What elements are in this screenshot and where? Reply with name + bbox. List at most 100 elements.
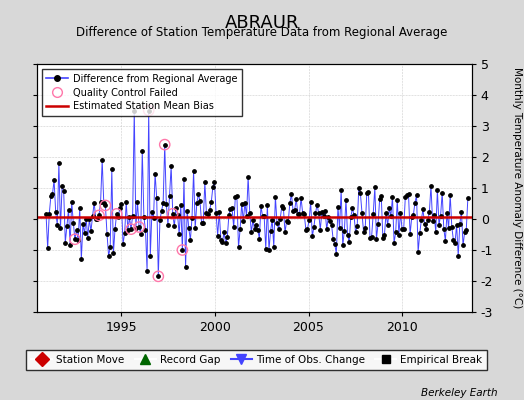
Point <box>156 217 164 223</box>
Point <box>93 216 102 222</box>
Point <box>443 210 451 216</box>
Point <box>372 236 380 242</box>
Point <box>464 195 472 202</box>
Point <box>292 196 300 202</box>
Point <box>302 227 310 233</box>
Point <box>324 214 333 220</box>
Point <box>241 200 249 206</box>
Point <box>359 229 368 236</box>
Point <box>257 202 265 209</box>
Point <box>151 171 159 177</box>
Point <box>261 246 270 252</box>
Point <box>260 213 268 220</box>
Point <box>220 229 228 236</box>
Point <box>247 229 256 235</box>
Point <box>395 232 403 238</box>
Point <box>239 218 247 224</box>
Point <box>117 200 126 207</box>
Point <box>53 222 61 228</box>
Point <box>319 212 328 219</box>
Point <box>75 205 84 212</box>
Point <box>177 202 185 208</box>
Point <box>230 224 238 231</box>
Point <box>205 206 214 213</box>
Point <box>454 253 462 259</box>
Point <box>405 191 413 198</box>
Point <box>430 212 439 218</box>
Point <box>154 273 162 280</box>
Point <box>311 210 320 216</box>
Point <box>148 209 156 216</box>
Point <box>429 218 437 225</box>
Point <box>412 192 421 198</box>
Point <box>435 222 443 228</box>
Point <box>83 234 92 241</box>
Point <box>310 224 318 230</box>
Point <box>184 225 193 232</box>
Point <box>196 198 204 205</box>
Point <box>89 213 97 219</box>
Point <box>367 233 376 240</box>
Point <box>207 199 215 206</box>
Point <box>169 210 177 217</box>
Point <box>186 237 194 243</box>
Point <box>249 217 257 224</box>
Point <box>228 205 236 212</box>
Point <box>382 210 390 216</box>
Point <box>250 226 259 232</box>
Point <box>159 200 167 207</box>
Point <box>384 222 392 228</box>
Point <box>61 239 70 246</box>
Point <box>146 253 155 259</box>
Point <box>82 216 90 222</box>
Point <box>401 194 409 200</box>
Point <box>43 245 52 252</box>
Point <box>72 227 81 233</box>
Point <box>396 210 405 216</box>
Point <box>79 221 87 227</box>
Point <box>329 236 337 242</box>
Point <box>361 225 369 232</box>
Point <box>314 210 323 217</box>
Point <box>461 229 469 236</box>
Point <box>47 193 55 200</box>
Point <box>51 208 60 215</box>
Point <box>295 211 303 218</box>
Point <box>339 242 347 249</box>
Point <box>289 207 297 214</box>
Point <box>212 210 220 216</box>
Point <box>409 212 418 218</box>
Point <box>258 213 267 220</box>
Point <box>242 213 250 219</box>
Point <box>364 189 373 195</box>
Point <box>337 187 345 193</box>
Point <box>370 184 379 190</box>
Point <box>290 207 299 213</box>
Point <box>284 218 292 225</box>
Point <box>366 235 374 241</box>
Point <box>342 196 350 203</box>
Point <box>100 200 108 206</box>
Point <box>318 208 326 215</box>
Point <box>163 222 172 228</box>
Point <box>74 237 82 244</box>
Point <box>427 183 435 189</box>
Point <box>436 212 445 219</box>
Point <box>125 214 134 220</box>
Point <box>406 231 414 238</box>
Point <box>363 189 371 196</box>
Point <box>391 229 400 236</box>
Point <box>135 224 143 230</box>
Point <box>287 190 296 197</box>
Point <box>399 226 408 232</box>
Legend: Difference from Regional Average, Quality Control Failed, Estimated Station Mean: Difference from Regional Average, Qualit… <box>41 69 242 116</box>
Point <box>66 242 74 248</box>
Point <box>335 225 344 232</box>
Point <box>201 179 209 185</box>
Point <box>103 230 111 237</box>
Point <box>152 195 161 201</box>
Point <box>300 211 309 218</box>
Point <box>276 216 285 222</box>
Point <box>101 202 110 209</box>
Point <box>141 227 150 234</box>
